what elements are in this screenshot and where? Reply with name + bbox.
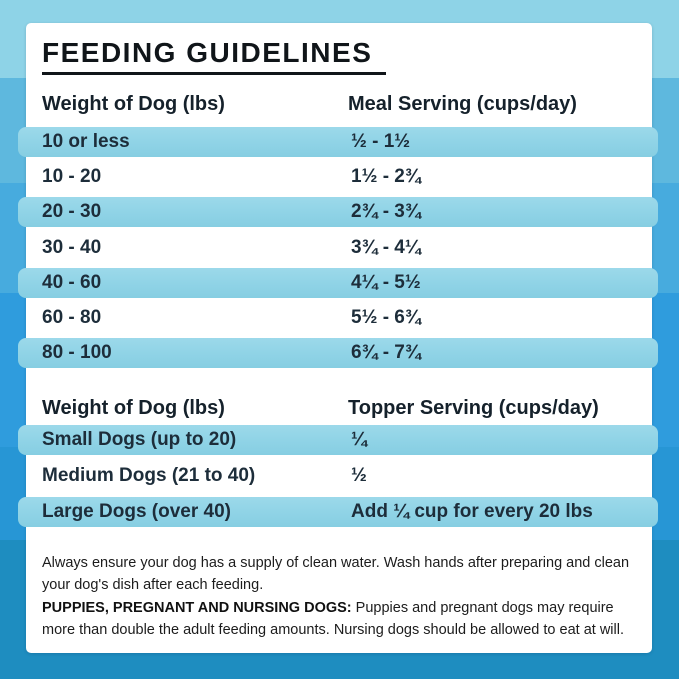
water-note-text: Always ensure your dog has a supply of c…: [42, 555, 630, 593]
table-row: 10 - 20 1½ - 2¾: [18, 162, 658, 192]
weight-cell: 10 - 20: [42, 166, 102, 187]
table-row: Large Dogs (over 40) Add ¼ cup for every…: [18, 497, 658, 527]
table-row: Medium Dogs (21 to 40) ½: [18, 461, 658, 491]
topper-table-header: Weight of Dog (lbs) Topper Serving (cups…: [18, 395, 658, 421]
meal-col1-header: Weight of Dog (lbs): [42, 93, 225, 115]
weight-cell: 60 - 80: [42, 307, 102, 328]
serving-cell: 2¾ - 3¾: [351, 201, 421, 222]
weight-cell: 40 - 60: [42, 272, 102, 293]
meal-table-header: Weight of Dog (lbs) Meal Serving (cups/d…: [18, 91, 658, 117]
water-note: Always ensure your dog has a supply of c…: [42, 553, 644, 596]
weight-cell: 20 - 30: [42, 201, 102, 222]
topper-col2-header: Topper Serving (cups/day): [348, 397, 599, 419]
puppies-note-text: Puppies and pregnant dogs may require mo…: [42, 600, 624, 638]
topper-col1-header: Weight of Dog (lbs): [42, 397, 225, 419]
weight-cell: 10 or less: [42, 131, 130, 152]
serving-cell: 4¼ - 5½: [351, 272, 421, 293]
table-row: 60 - 80 5½ - 6¾: [18, 303, 658, 333]
weight-cell: Small Dogs (up to 20): [42, 429, 237, 450]
serving-cell: Add ¼ cup for every 20 lbs: [351, 501, 593, 522]
table-row: 30 - 40 3¾ - 4¼: [18, 233, 658, 263]
puppies-note-lead: PUPPIES, PREGNANT AND NURSING DOGS:: [42, 600, 352, 616]
guidelines-card: FEEDING GUIDELINES Weight of Dog (lbs) M…: [18, 23, 658, 653]
weight-cell: 80 - 100: [42, 342, 112, 363]
serving-cell: 3¾ - 4¼: [351, 237, 421, 258]
table-row: 20 - 30 2¾ - 3¾: [18, 197, 658, 227]
page-title: FEEDING GUIDELINES: [42, 37, 373, 68]
serving-cell: 5½ - 6¾: [351, 307, 421, 328]
serving-cell: ½ - 1½: [351, 131, 411, 152]
table-row: 80 - 100 6¾ - 7¾: [18, 338, 658, 368]
meal-col2-header: Meal Serving (cups/day): [348, 93, 577, 115]
serving-cell: 6¾ - 7¾: [351, 342, 421, 363]
weight-cell: 30 - 40: [42, 237, 102, 258]
title-underline: [42, 72, 386, 75]
table-row: 40 - 60 4¼ - 5½: [18, 268, 658, 298]
serving-cell: 1½ - 2¾: [351, 166, 421, 187]
serving-cell: ¼: [351, 429, 367, 450]
weight-cell: Medium Dogs (21 to 40): [42, 465, 256, 486]
weight-cell: Large Dogs (over 40): [42, 501, 231, 522]
table-row: Small Dogs (up to 20) ¼: [18, 425, 658, 455]
puppies-note: PUPPIES, PREGNANT AND NURSING DOGS: Pupp…: [42, 598, 644, 641]
serving-cell: ½: [351, 465, 367, 486]
table-row: 10 or less ½ - 1½: [18, 127, 658, 157]
